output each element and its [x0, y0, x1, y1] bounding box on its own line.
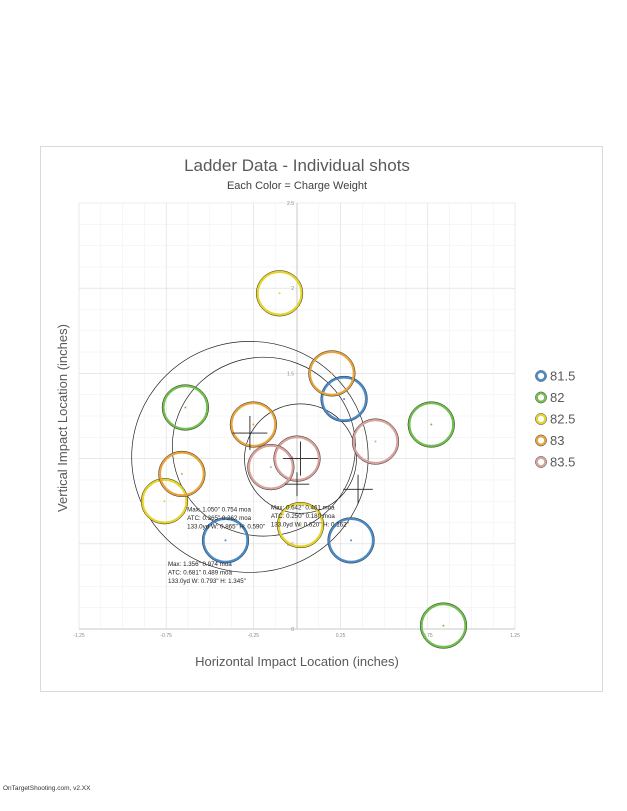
shot-ring	[229, 401, 277, 448]
shot-outline	[140, 478, 189, 525]
y-tick-label: 2.5	[287, 201, 294, 207]
legend-marker	[535, 456, 547, 468]
shot-center	[184, 406, 187, 409]
shot-center	[278, 292, 281, 295]
shot-outline	[419, 602, 468, 649]
shot-ring	[247, 444, 295, 491]
legend-marker-outline	[535, 370, 547, 382]
shot-ring	[352, 418, 399, 465]
shot-center	[224, 539, 227, 542]
legend-label: 83	[550, 433, 564, 448]
annotation-line: ATC: 0.365" 0.262 moa	[187, 515, 252, 522]
shot-outline	[308, 350, 356, 397]
group-circles	[131, 341, 369, 573]
shot-outline	[327, 517, 375, 564]
annotation-line: ATC: 0.250" 0.180 moa	[271, 513, 336, 520]
legend-label: 83.5	[550, 455, 575, 470]
legend-label: 82	[550, 390, 564, 405]
chart-subtitle: Each Color = Charge Weight	[227, 180, 367, 192]
footer-credit: OnTargetShooting.com, v2.XX	[3, 785, 91, 792]
shot-outline	[351, 418, 400, 465]
shot-center	[299, 524, 302, 527]
shot-center	[430, 423, 433, 426]
annotation-line: ATC: 0.681" 0.489 moa	[168, 569, 233, 576]
shot-ring	[420, 602, 467, 649]
x-tick-label: -0.25	[248, 633, 260, 639]
legend-marker	[535, 392, 547, 403]
shot-ring	[327, 517, 375, 564]
group-circle	[244, 403, 357, 514]
shot-ring	[202, 517, 249, 564]
shot-ring	[320, 376, 368, 422]
shot-ring	[158, 450, 206, 497]
shot-ring	[277, 502, 324, 548]
shot-center	[163, 500, 166, 503]
legend-marker-outline	[535, 413, 547, 425]
shot-outline	[407, 401, 455, 448]
axes	[79, 203, 515, 630]
shot-center	[343, 397, 346, 400]
annotation-line: Max: 1.050" 0.754 moa	[187, 506, 251, 513]
legend-label: 82.5	[550, 412, 575, 427]
y-tick-label: 1.5	[287, 371, 294, 377]
shot-center	[330, 372, 333, 375]
shot-ring	[161, 384, 209, 431]
y-tick-label: 2	[291, 286, 294, 292]
shot-center	[180, 472, 183, 475]
shots	[140, 270, 468, 649]
chart-panel: -1.25 -0.75 -0.25 0.25 0.75 1.25 0 0.5 1 1.5 2 2.5 …	[40, 146, 603, 692]
legend-marker-outline	[535, 456, 547, 468]
shot-outline	[247, 444, 295, 491]
annotation-line: 133.0yd W: 0.865" H: 0.590"	[187, 523, 265, 530]
shot-outline	[201, 517, 250, 564]
annotation-line: 133.0yd W: 0.620" H: 0.162"	[271, 522, 349, 529]
chart-title: Ladder Data - Individual shots	[184, 156, 410, 175]
chart-svg: -1.25 -0.75 -0.25 0.25 0.75 1.2500.511.522.5 …	[55, 156, 575, 669]
y-axis-title: Vertical Impact Location (inches)	[55, 324, 70, 512]
legend-marker	[535, 413, 547, 425]
y-tick-label: 0	[291, 627, 294, 633]
shot-outline	[276, 501, 325, 549]
x-tick-label: 0.75	[423, 633, 433, 639]
x-tick-label: 0.25	[336, 633, 346, 639]
legend-marker	[535, 435, 547, 446]
legend-label: 81.5	[550, 369, 575, 384]
x-tick-label: -0.75	[160, 633, 172, 639]
shot-center	[350, 539, 353, 542]
legend-marker-outline	[535, 434, 547, 447]
crosshairs	[232, 416, 373, 504]
shot-outline	[161, 384, 209, 431]
shot-outline	[320, 375, 368, 423]
x-axis-title: Horizontal Impact Location (inches)	[195, 654, 399, 669]
shot-ring	[407, 401, 455, 448]
shot-outline	[229, 401, 277, 448]
legend: 81.5 82 82.5 83 83.5	[535, 369, 575, 470]
x-tick-label: -1.25	[73, 633, 85, 639]
annotation-line: 133.0yd W: 0.793" H: 1.345"	[168, 578, 246, 585]
annotation-line: Max: 0.642" 0.461 moa	[271, 505, 335, 512]
shot-outline	[255, 270, 304, 317]
annotation-line: Max: 1.356" 0.974 moa	[168, 561, 232, 568]
shot-center	[442, 624, 445, 627]
x-tick-label: 1.25	[510, 633, 520, 639]
shot-center	[269, 466, 272, 469]
shot-center	[374, 440, 377, 443]
group-circle	[131, 341, 369, 573]
shot-ring	[256, 270, 304, 317]
shot-center	[252, 423, 255, 426]
legend-marker-outline	[535, 391, 547, 404]
annotations: Max: 1.050" 0.754 moa ATC: 0.365" 0.262 m…	[168, 505, 349, 585]
shot-ring	[308, 350, 356, 397]
shot-ring	[141, 478, 188, 525]
shot-outline	[158, 450, 206, 498]
legend-marker	[535, 370, 547, 382]
